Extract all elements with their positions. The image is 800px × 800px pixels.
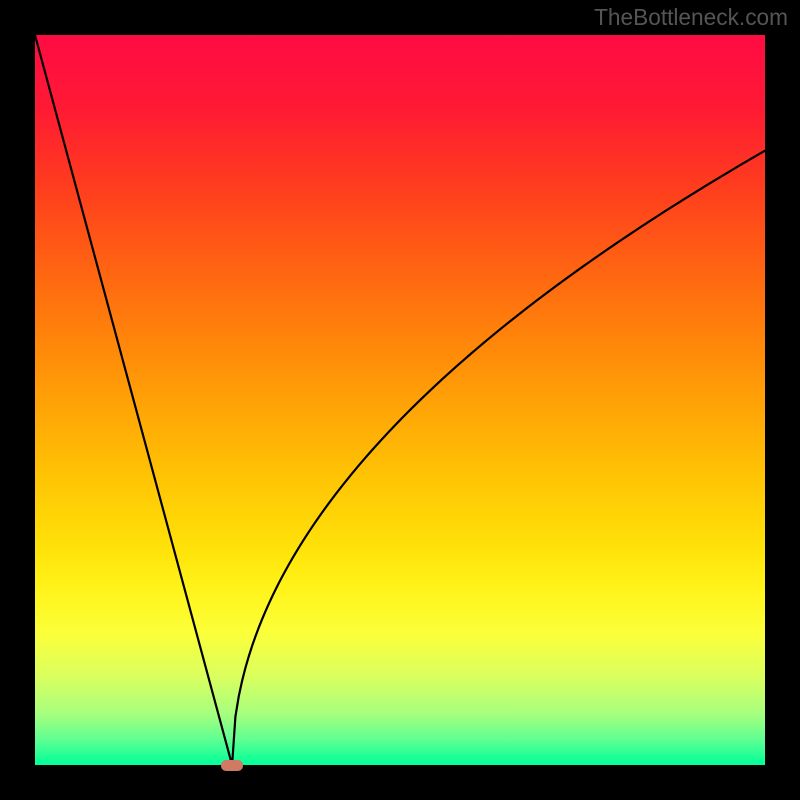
chart-canvas: TheBottleneck.com [0, 0, 800, 800]
watermark-text: TheBottleneck.com [594, 4, 788, 31]
optimal-point-marker [221, 760, 243, 771]
bottleneck-curve [0, 0, 800, 800]
